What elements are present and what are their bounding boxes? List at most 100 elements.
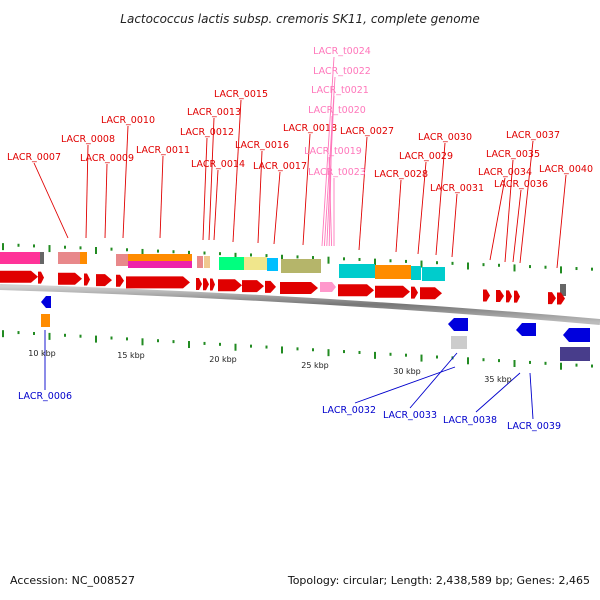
- callout-line: [104, 163, 108, 239]
- callout-line: [302, 133, 311, 246]
- forward-gene-label: LACR_0014: [191, 159, 245, 170]
- forward-gene-arrow: [126, 276, 190, 289]
- trna-gene-cluster: [320, 282, 336, 292]
- forward-gene-label: LACR_0040: [539, 164, 593, 175]
- forward-gene-arrow: [58, 272, 82, 285]
- forward-gene-arrow: [0, 270, 38, 283]
- callout-line: [358, 136, 368, 251]
- axis-tick-label: 25 kbp: [301, 361, 329, 370]
- forward-gene-arrow: [280, 281, 318, 294]
- forward-gene-label: LACR_0028: [374, 169, 428, 180]
- axis-tick-label: 30 kbp: [393, 367, 421, 376]
- axis-tick-label: 10 kbp: [28, 349, 56, 358]
- callout-line: [451, 193, 458, 258]
- feature-box: [58, 252, 80, 264]
- forward-gene-label: LACR_0015: [214, 89, 268, 100]
- genome-backbone: [0, 284, 600, 325]
- forward-gene-label: LACR_0034: [478, 167, 532, 178]
- trna-gene-label: LACR_t0023: [308, 167, 366, 178]
- forward-gene-label: LACR_0037: [506, 130, 560, 141]
- forward-gene-arrow: [218, 279, 242, 292]
- callout-line: [85, 144, 89, 239]
- feature-box: [281, 259, 321, 273]
- callout-line: [321, 56, 335, 247]
- reverse-gene-label: LACR_0032: [322, 405, 376, 416]
- callout-line: [435, 142, 446, 256]
- feature-box: [80, 252, 87, 264]
- reverse-gene-arrow: [563, 328, 590, 342]
- accession-text: Accession: NC_008527: [10, 574, 136, 587]
- callout-line: [232, 99, 242, 243]
- forward-gene-arrow: [548, 292, 556, 305]
- feature-box: [128, 254, 192, 261]
- feature-box: [411, 266, 421, 280]
- forward-gene-arrow: [375, 285, 410, 298]
- callout-line: [159, 155, 164, 239]
- feature-box: [197, 256, 203, 268]
- callout-line: [354, 366, 456, 404]
- forward-gene-arrow: [411, 286, 418, 299]
- reverse-gene-label: LACR_0006: [18, 391, 72, 402]
- forward-gene-arrow: [203, 278, 209, 291]
- forward-gene-label: LACR_0007: [7, 152, 61, 163]
- forward-strand-genes: [0, 270, 565, 305]
- callout-line: [512, 189, 522, 263]
- map-title: Lactococcus lactis subsp. cremoris SK11,…: [120, 12, 479, 26]
- forward-gene-arrow: [196, 277, 202, 290]
- forward-gene-arrow: [483, 289, 490, 302]
- callout-line: [328, 156, 333, 247]
- forward-gene-label: LACR_0011: [136, 145, 190, 156]
- forward-gene-arrow: [38, 271, 44, 284]
- feature-box: [244, 257, 267, 270]
- forward-gene-label: LACR_0013: [187, 107, 241, 118]
- feature-box: [0, 252, 40, 264]
- trna-gene-label: LACR_t0020: [308, 105, 366, 116]
- callout-line: [489, 177, 506, 261]
- forward-gene-label: LACR_0008: [61, 134, 115, 145]
- forward-gene-label: LACR_0035: [486, 149, 540, 160]
- feature-box: [128, 261, 192, 268]
- callout-line: [519, 140, 534, 264]
- forward-gene-label: LACR_0027: [340, 126, 394, 137]
- reverse-gene-arrow: [448, 318, 468, 331]
- forward-gene-label: LACR_0036: [494, 179, 548, 190]
- feature-box: [560, 347, 590, 361]
- callout-line: [33, 162, 69, 239]
- trna-gene-label: LACR_t0024: [313, 46, 371, 57]
- reverse-gene-label: LACR_0038: [443, 415, 497, 426]
- callout-line: [257, 150, 263, 244]
- feature-box: [560, 284, 566, 296]
- callout-line: [417, 161, 427, 255]
- feature-box: [339, 264, 375, 278]
- forward-gene-arrow: [420, 287, 442, 300]
- forward-gene-label: LACR_0030: [418, 132, 472, 143]
- forward-gene-label: LACR_0012: [180, 127, 234, 138]
- lower-ticks: [2, 330, 593, 370]
- callout-line: [122, 125, 129, 239]
- trna-gene-label: LACR_t0019: [304, 146, 362, 157]
- forward-gene-arrow: [338, 284, 374, 297]
- callout-line: [273, 171, 281, 245]
- callout-line: [328, 115, 333, 247]
- forward-gene-arrow: [557, 292, 565, 305]
- reverse-gene-label: LACR_0039: [507, 421, 561, 432]
- feature-box: [451, 336, 467, 349]
- forward-gene-label: LACR_0010: [101, 115, 155, 126]
- callout-line: [475, 372, 521, 413]
- feature-box: [219, 257, 244, 270]
- forward-gene-arrow: [116, 274, 124, 287]
- callout-line: [213, 169, 219, 241]
- forward-gene-arrow: [96, 274, 112, 287]
- axis-tick-labels: 10 kbp 15 kbp 20 kbp 25 kbp 30 kbp 35 kbp: [28, 349, 512, 384]
- feature-track-upper: [0, 252, 566, 296]
- callout-line: [409, 352, 458, 409]
- callout-line: [395, 179, 402, 253]
- forward-gene-arrow: [506, 290, 512, 303]
- forward-gene-label: LACR_0029: [399, 151, 453, 162]
- callout-line: [202, 137, 208, 241]
- callout-line: [208, 117, 215, 241]
- feature-box: [204, 256, 210, 268]
- callout-line: [529, 372, 534, 420]
